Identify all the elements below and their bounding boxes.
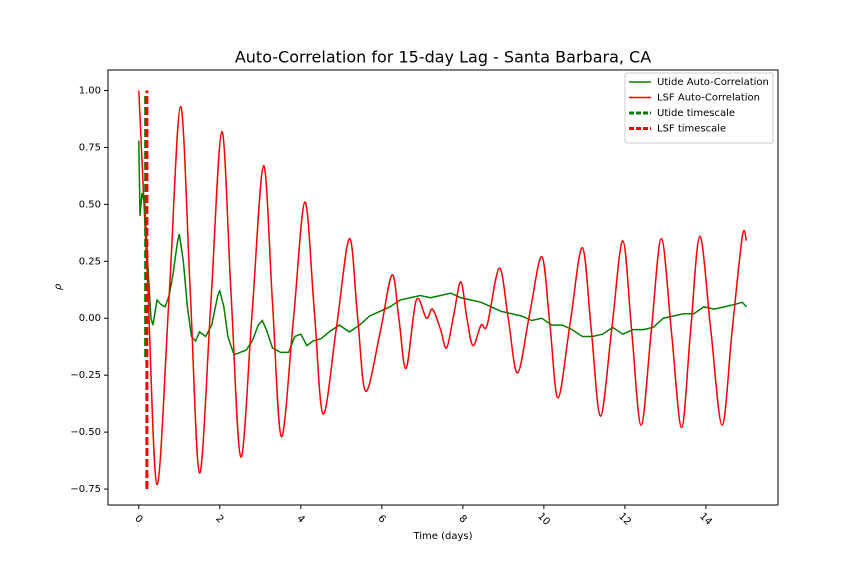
y-axis-label: ρ: [53, 283, 64, 290]
plot-frame: [107, 69, 779, 506]
y-tick-label: −0.25: [70, 370, 101, 381]
legend: Utide Auto-Correlation LSF Auto-Correlati…: [624, 72, 774, 144]
legend-label: LSF timescale: [657, 124, 726, 135]
chart-title: Auto-Correlation for 15-day Lag - Santa …: [235, 48, 651, 67]
y-tick-label: −0.50: [70, 427, 101, 438]
y-tick-label: 0.25: [79, 256, 101, 267]
series-line: [138, 140, 747, 356]
y-tick-label: 0.50: [79, 199, 101, 210]
legend-label: Utide timescale: [657, 108, 735, 119]
series-line: [138, 90, 748, 486]
y-tick-label: −0.75: [70, 484, 101, 495]
x-axis-label: Time (days): [412, 531, 472, 542]
y-tick-label: 1.00: [79, 85, 101, 96]
legend-label: LSF Auto-Correlation: [657, 93, 760, 104]
legend-label: Utide Auto-Correlation: [657, 77, 769, 88]
legend-box: [624, 72, 774, 144]
y-tick-label: 0.00: [79, 313, 101, 324]
y-tick-label: 0.75: [79, 142, 101, 153]
